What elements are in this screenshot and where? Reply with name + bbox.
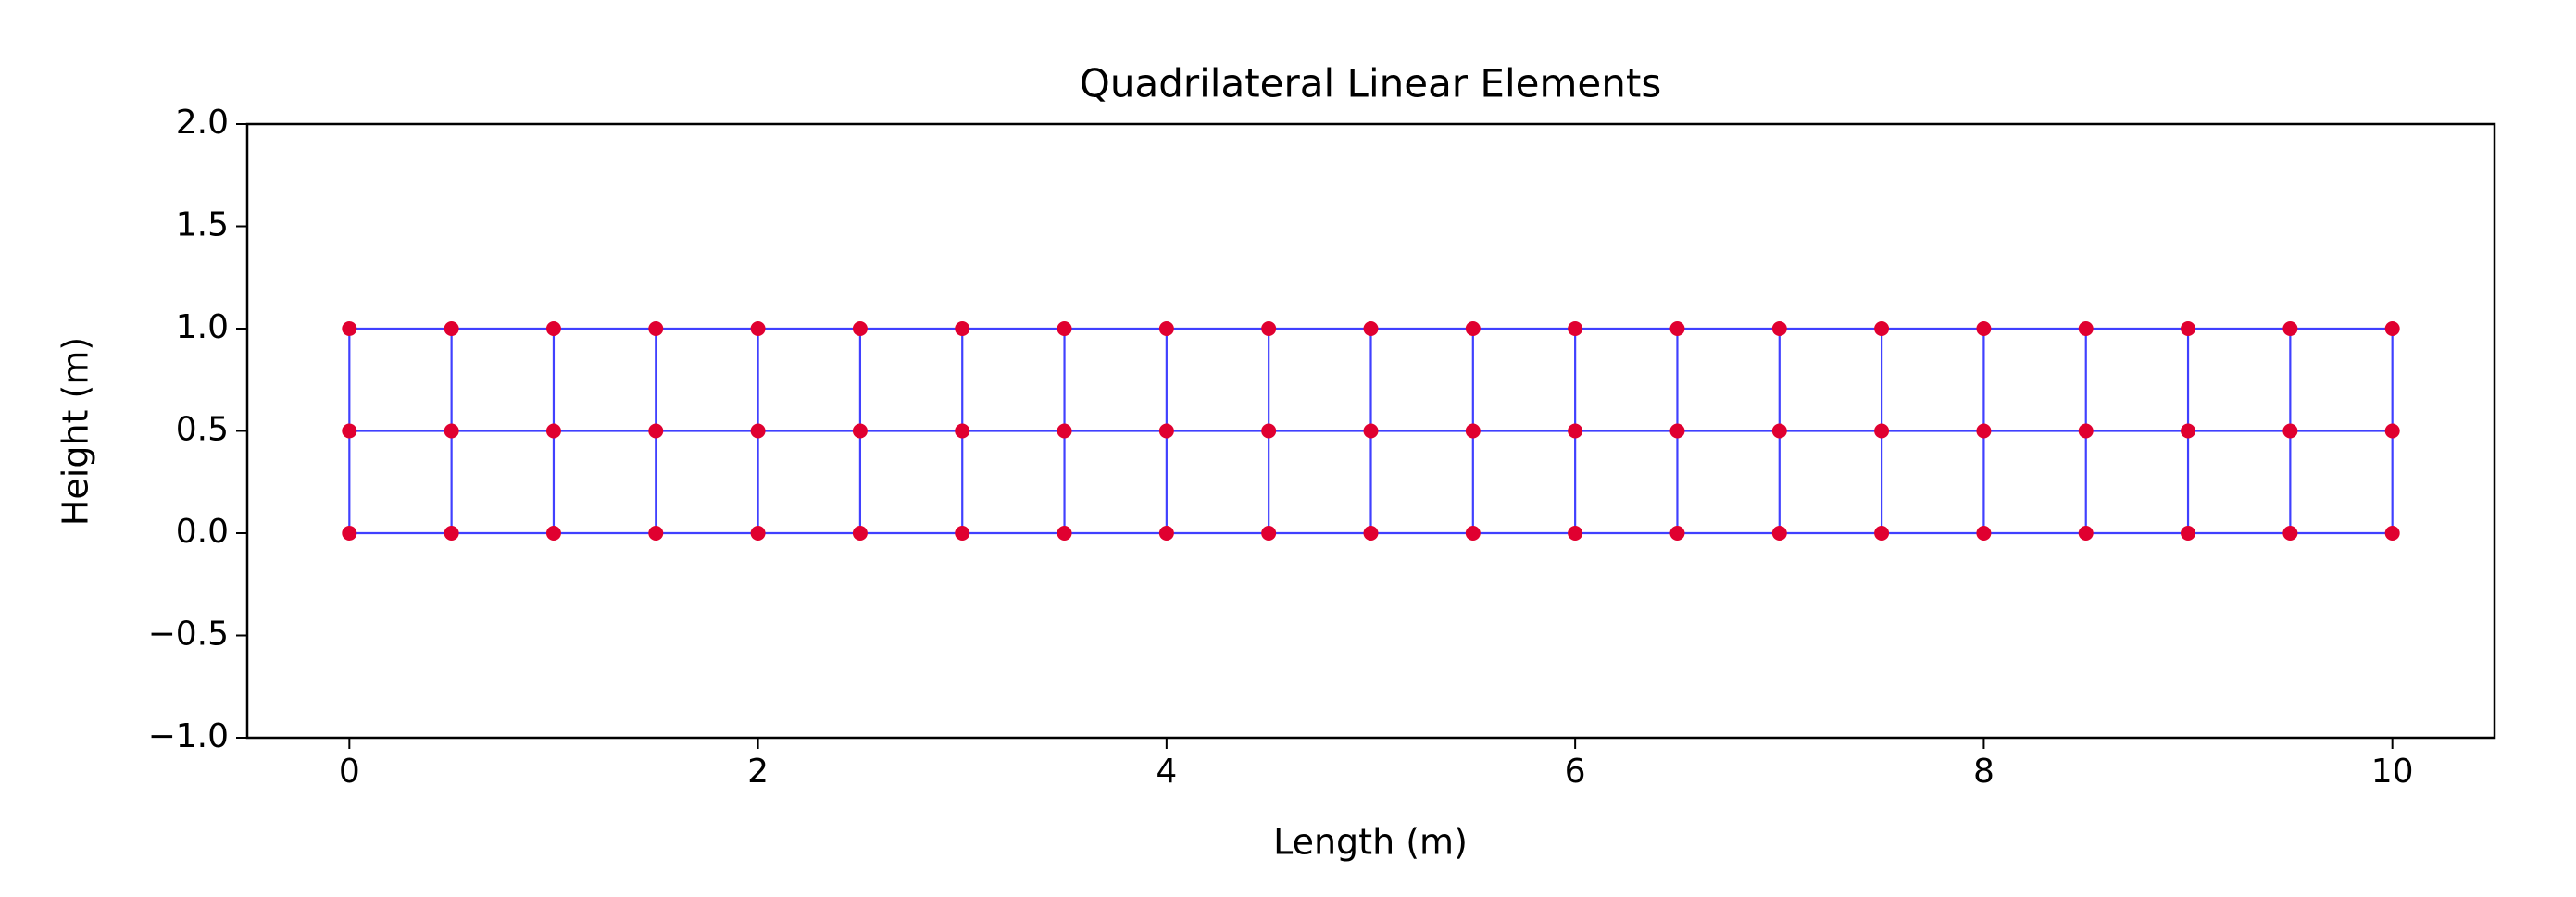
y-tick-label: −0.5 [148,616,229,654]
node [2282,321,2298,336]
x-tick-label: 6 [1565,753,1586,791]
node [1568,423,1583,439]
node [1771,526,1787,541]
node [852,423,868,439]
y-tick-label: −1.0 [148,717,229,755]
node [648,526,664,541]
node [2181,423,2196,439]
node [1158,526,1174,541]
y-tick-label: 2.0 [176,104,229,142]
node [1568,321,1583,336]
node [1057,321,1072,336]
node [750,423,766,439]
node [545,423,561,439]
node [1465,526,1481,541]
node [2181,321,2196,336]
node [1158,423,1174,439]
node [648,423,664,439]
node [1057,526,1072,541]
node [1771,321,1787,336]
x-tick-label: 0 [339,753,360,791]
node [444,526,459,541]
node [342,423,357,439]
y-axis-label: Height (m) [56,337,96,526]
node [1568,526,1583,541]
node [852,321,868,336]
node [1057,423,1072,439]
y-tick-label: 0.5 [176,411,229,449]
node [1976,423,1992,439]
node [1465,321,1481,336]
node [342,526,357,541]
node [2078,321,2094,336]
node [2282,526,2298,541]
node [852,526,868,541]
node [1669,526,1685,541]
y-tick-label: 1.0 [176,308,229,346]
node [545,321,561,336]
node [1976,321,1992,336]
node [1669,321,1685,336]
node [2078,423,2094,439]
x-axis-label: Length (m) [1273,822,1468,863]
node [2384,526,2400,541]
node [1363,321,1379,336]
node [955,423,970,439]
node [750,526,766,541]
node [2384,321,2400,336]
x-tick-label: 4 [1156,753,1177,791]
node [1874,423,1890,439]
node [1771,423,1787,439]
node [1363,423,1379,439]
node [955,321,970,336]
node [1874,526,1890,541]
x-tick-label: 8 [1973,753,1995,791]
node [648,321,664,336]
node [444,321,459,336]
node [444,423,459,439]
node [1465,423,1481,439]
x-tick-label: 10 [2371,753,2414,791]
node [1261,423,1277,439]
node [1976,526,1992,541]
node [1261,526,1277,541]
node [2078,526,2094,541]
y-tick-label: 0.0 [176,513,229,551]
node [545,526,561,541]
node [1874,321,1890,336]
node [955,526,970,541]
plot-frame [245,122,2496,740]
node [342,321,357,336]
node [1363,526,1379,541]
node [2181,526,2196,541]
chart-title: Quadrilateral Linear Elements [1080,61,1661,106]
node [2282,423,2298,439]
x-tick-label: 2 [747,753,769,791]
node [750,321,766,336]
node [1669,423,1685,439]
node [1158,321,1174,336]
y-tick-label: 1.5 [176,206,229,244]
node [1261,321,1277,336]
node [2384,423,2400,439]
